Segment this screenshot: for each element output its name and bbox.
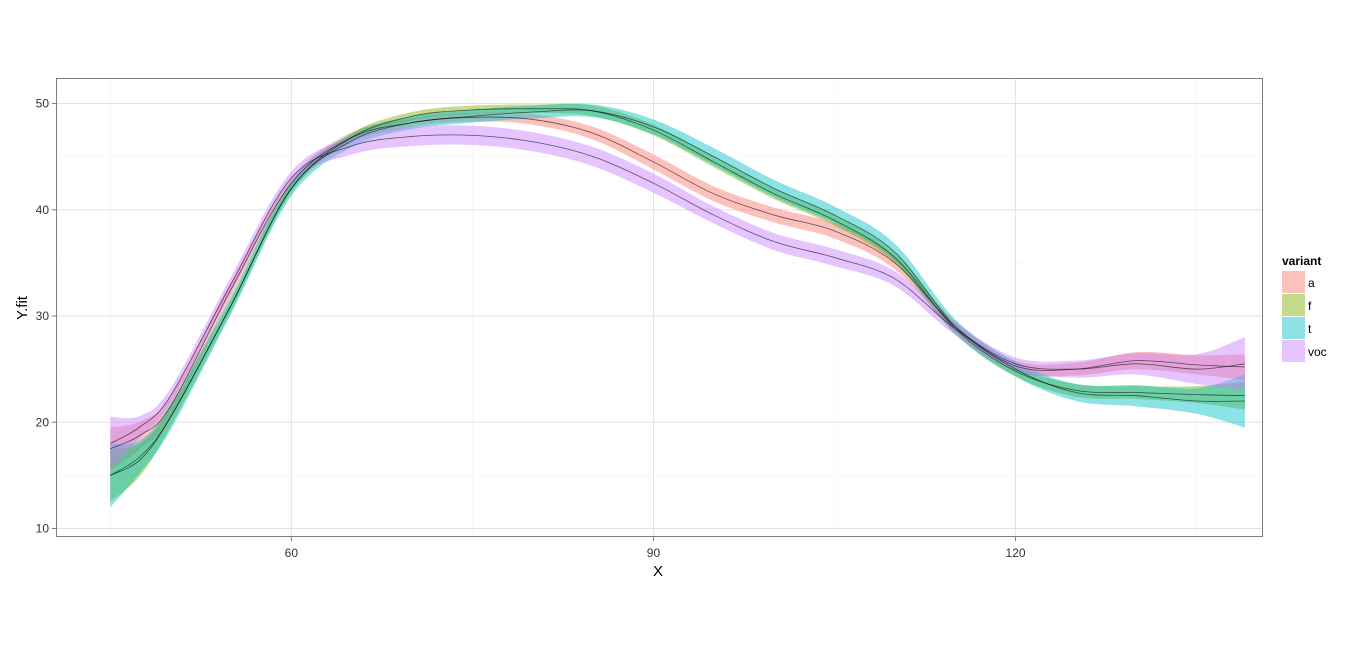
line-t — [110, 109, 1245, 476]
x-axis-title: X — [653, 563, 663, 580]
legend-label-a: a — [1308, 276, 1315, 290]
band-voc — [110, 125, 1245, 471]
axis-ticks — [52, 103, 1017, 541]
x-tick-label: 90 — [647, 546, 661, 560]
panel-border — [56, 78, 1263, 537]
legend-key-bg — [1282, 271, 1305, 293]
line-voc — [110, 134, 1245, 444]
legend-title: variant — [1282, 254, 1321, 268]
y-tick-label: 30 — [36, 309, 50, 323]
legend-key-voc — [1282, 340, 1305, 362]
legend-key-f — [1282, 294, 1305, 316]
panel-background — [56, 78, 1263, 537]
x-tick-label: 60 — [285, 546, 299, 560]
axis-tick-labels: 60 90 120 10 20 30 40 50 — [36, 97, 1026, 561]
legend-key-bg — [1282, 294, 1305, 316]
legend-label-f: f — [1308, 299, 1312, 313]
legend-key-a — [1282, 271, 1305, 293]
legend-key-bg — [1282, 317, 1305, 339]
line-a — [110, 116, 1245, 450]
y-tick-label: 50 — [36, 97, 50, 111]
major-gridlines — [56, 78, 1263, 537]
fit-lines — [110, 108, 1245, 476]
legend: variant aft voc — [1282, 254, 1327, 362]
legend-key-bg — [1282, 340, 1305, 362]
confidence-bands — [110, 103, 1245, 508]
legend-key-t — [1282, 317, 1305, 339]
y-tick-label: 10 — [36, 522, 50, 536]
legend-label-voc: voc — [1308, 345, 1327, 359]
y-axis-title: Y.fit — [14, 295, 31, 320]
y-tick-label: 20 — [36, 415, 50, 429]
legend-label-t: t — [1308, 322, 1312, 336]
y-tick-label: 40 — [36, 203, 50, 217]
x-tick-label: 120 — [1006, 546, 1026, 560]
